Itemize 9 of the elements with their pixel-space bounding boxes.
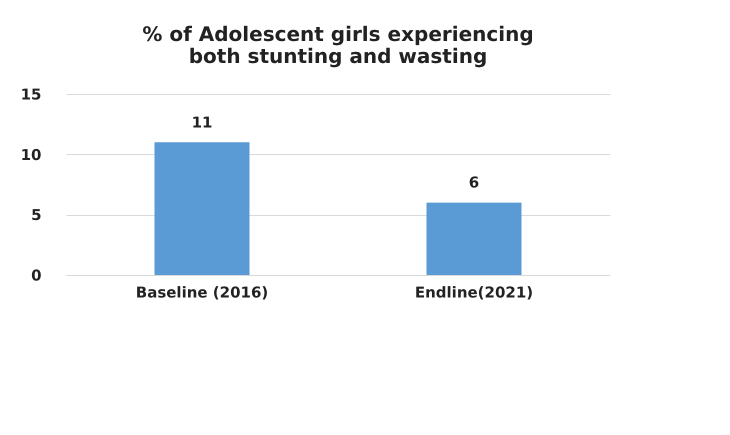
y-tick-label: 15 (20, 86, 42, 104)
data-label: 6 (468, 174, 480, 192)
x-tick-label: Endline(2021) (414, 284, 534, 302)
data-label: 11 (192, 113, 212, 132)
y-tick-label: 5 (31, 206, 42, 224)
y-tick-label: 0 (31, 266, 42, 284)
chart-title: % of Adolescent girls experiencing both stunting and wasting (142, 22, 534, 68)
y-tick-label: 10 (20, 146, 42, 164)
x-tick-label: Baseline (2016) (136, 284, 268, 302)
